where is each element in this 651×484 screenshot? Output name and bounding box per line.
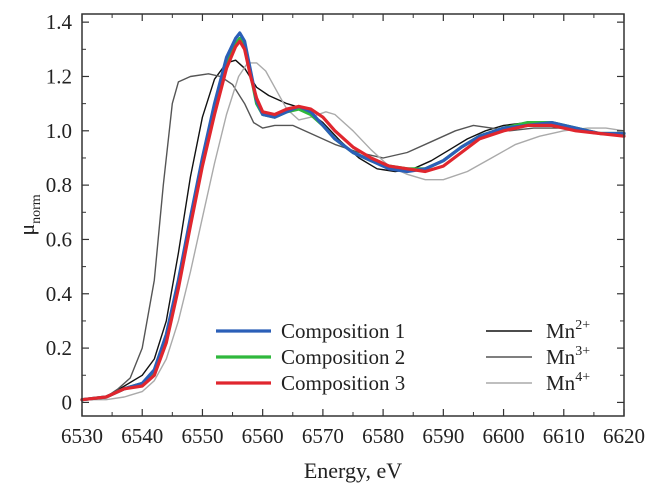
x-tick-label: 6570 bbox=[302, 424, 344, 448]
y-axis-title-sub: norm bbox=[29, 194, 44, 224]
legend-label-4: Mn2+ bbox=[546, 318, 590, 343]
legend-label-1: Composition 1 bbox=[281, 319, 405, 343]
y-axis-title-base: μ bbox=[14, 224, 39, 236]
ticks-layer: 6530 6540 6550 6560 6570 6580 6590 6600 6610 6620… bbox=[46, 10, 645, 448]
legend-label-3: Composition 3 bbox=[281, 371, 405, 395]
x-tick-label: 6560 bbox=[242, 424, 284, 448]
series-line-5 bbox=[81, 73, 625, 401]
y-tick-label: 1.2 bbox=[46, 64, 72, 88]
x-tick-label: 6550 bbox=[181, 424, 223, 448]
legend-label-6: Mn4+ bbox=[546, 370, 590, 395]
y-tick-label: 1.4 bbox=[46, 10, 73, 34]
svg-text:μnorm: μnorm bbox=[14, 194, 44, 235]
x-tick-label: 6610 bbox=[543, 424, 585, 448]
y-axis-title: μnorm bbox=[14, 194, 44, 235]
y-tick-label: 1.0 bbox=[46, 119, 72, 143]
x-tick-label: 6530 bbox=[61, 424, 103, 448]
x-tick-label: 6590 bbox=[422, 424, 464, 448]
series-line-3 bbox=[80, 39, 626, 402]
x-tick-label: 6540 bbox=[121, 424, 163, 448]
y-tick-label: 0.4 bbox=[46, 282, 73, 306]
series-layer bbox=[80, 31, 626, 402]
y-tick-label: 0.8 bbox=[46, 173, 72, 197]
legend-label-5: Mn3+ bbox=[546, 344, 590, 369]
x-tick-label: 6600 bbox=[483, 424, 525, 448]
series-line-6 bbox=[81, 62, 625, 401]
x-tick-label: 6580 bbox=[362, 424, 404, 448]
y-tick-label: 0.2 bbox=[46, 336, 72, 360]
y-tick-label: 0.6 bbox=[46, 227, 72, 251]
x-tick-label: 6620 bbox=[603, 424, 645, 448]
legend-label-2: Composition 2 bbox=[281, 345, 405, 369]
x-axis-title: Energy, eV bbox=[304, 458, 402, 483]
y-tick-label: 0 bbox=[62, 390, 73, 414]
